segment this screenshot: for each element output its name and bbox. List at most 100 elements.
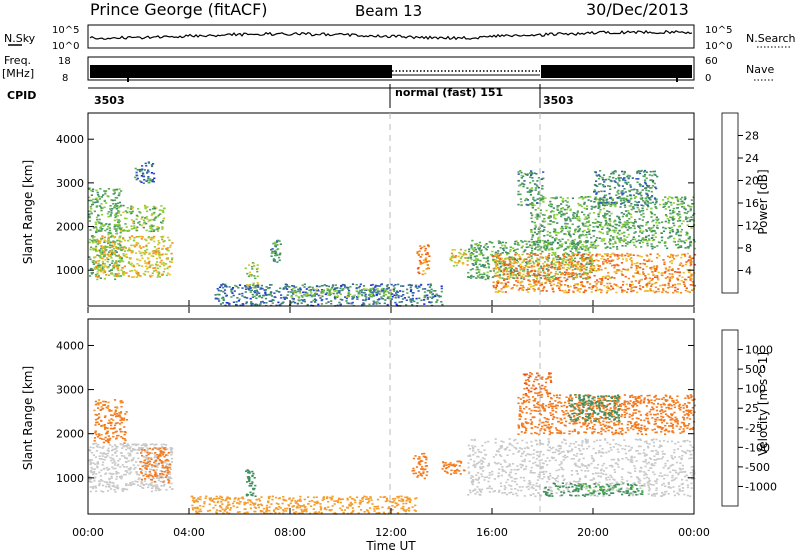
heatmap-cell [586,258,589,261]
heatmap-cell [515,276,518,278]
heatmap-cell [117,472,120,474]
heatmap-cell [585,218,588,220]
heatmap-cell [111,199,115,202]
heatmap-cell [252,282,255,285]
heatmap-cell [545,241,548,243]
heatmap-cell [691,284,694,287]
heatmap-cell [241,287,244,289]
heatmap-cell [639,172,642,175]
heatmap-cell [247,275,250,278]
heatmap-cell [344,296,347,298]
heatmap-cell [135,171,138,174]
heatmap-cell [629,285,632,287]
heatmap-cell [225,294,228,297]
heatmap-cell [105,265,108,268]
heatmap-cell [581,273,584,275]
heatmap-cell [618,177,621,179]
heatmap-cell [536,254,539,256]
heatmap-cell [137,235,140,238]
heatmap-cell [131,265,134,267]
heatmap-cell [531,241,534,243]
heatmap-cell [109,241,112,244]
heatmap-cell [537,191,540,193]
heatmap-cell [525,261,528,264]
heatmap-cell [95,249,98,251]
heatmap-cell [672,215,675,218]
heatmap-cell [547,244,550,246]
heatmap-cell [653,267,656,270]
heatmap-cell [618,178,621,180]
heatmap-cell [620,272,623,275]
heatmap-cell [550,203,554,206]
heatmap-cell [640,255,643,258]
heatmap-cell [97,269,100,271]
heatmap-cell [374,288,377,291]
heatmap-cell [609,224,612,227]
heatmap-cell [414,284,418,287]
heatmap-cell [140,482,143,485]
heatmap-cell [417,266,420,269]
heatmap-cell [276,241,279,243]
heatmap-cell [108,232,111,235]
heatmap-cell [162,461,165,464]
frequency-panel: Freq. [MHz] 18 8 60 0 Nave [2,54,774,84]
heatmap-cell [622,239,625,242]
heatmap-cell [157,463,160,466]
heatmap-cell [135,252,138,254]
heatmap-cell [606,274,609,277]
heatmap-cell [141,257,144,260]
heatmap-cell [559,267,562,269]
heatmap-cell [431,293,434,296]
heatmap-cell [529,244,532,246]
heatmap-cell [330,292,333,294]
heatmap-cell [543,271,546,274]
heatmap-cell [435,301,438,304]
heatmap-cell [645,177,648,179]
heatmap-cell [571,217,575,220]
heatmap-cell [125,253,128,256]
heatmap-cell [100,196,103,198]
heatmap-cell [249,287,252,289]
heatmap-cell [519,282,522,284]
heatmap-cell [131,235,134,237]
heatmap-cell [129,263,132,266]
heatmap-cell [592,235,595,237]
heatmap-cell [529,189,532,191]
heatmap-cell [560,284,563,286]
heatmap-cell [621,232,624,235]
heatmap-cell [565,269,568,271]
heatmap-cell [478,247,481,249]
heatmap-cell [423,299,426,301]
heatmap-cell [222,296,225,299]
heatmap-cell [500,288,503,290]
heatmap-cell [645,265,648,268]
heatmap-cell [624,224,627,226]
heatmap-cell [105,190,108,192]
heatmap-cell [496,263,499,266]
heatmap-cell [558,262,561,264]
heatmap-cell [645,171,648,173]
heatmap-cell [331,285,334,287]
heatmap-cell [120,269,123,271]
noise-left-tick-top: 10^5 [52,25,79,36]
heatmap-cell [137,474,141,476]
heatmap-cell [519,258,522,260]
heatmap-cell [613,264,617,267]
heatmap-cell [544,276,547,279]
heatmap-cell [679,263,682,265]
heatmap-cell [673,218,676,220]
heatmap-cell [575,248,578,250]
heatmap-cell [660,272,663,275]
heatmap-cell [373,290,376,293]
heatmap-cell [278,253,281,256]
heatmap-cell [428,260,431,262]
heatmap-cell [88,210,91,213]
heatmap-cell [149,178,152,180]
heatmap-cell [609,247,612,249]
heatmap-cell [627,177,630,179]
heatmap-cell [654,174,657,176]
heatmap-cell [125,217,128,220]
heatmap-cell [467,271,470,274]
heatmap-cell [562,212,565,215]
